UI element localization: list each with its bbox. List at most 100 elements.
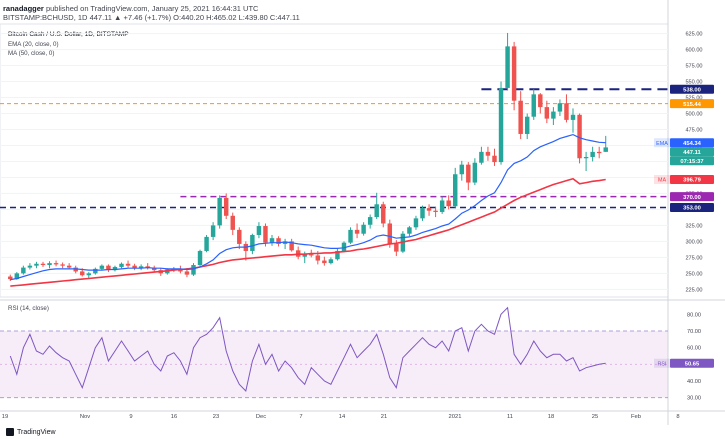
- candle-body: [466, 164, 471, 183]
- candle-body: [223, 197, 229, 216]
- candle-body: [354, 229, 360, 234]
- price-badge-label-bg: [670, 156, 714, 166]
- candle-body: [237, 229, 242, 244]
- price-tick-label: 250.00: [685, 271, 702, 277]
- candle-body: [531, 94, 536, 117]
- time-axis[interactable]: 19 Nov 9 16 23 Dec 7 14 21 2021 11 18 25 Feb 8: [2, 414, 680, 420]
- author-name[interactable]: ranadagger: [3, 4, 44, 13]
- ema-legend[interactable]: EMA (20, close, 0): [8, 41, 59, 48]
- candle-body: [459, 164, 464, 175]
- time-tick-label: 21: [381, 414, 387, 420]
- candle-body: [184, 271, 190, 275]
- candle-body: [348, 229, 353, 243]
- candle-body: [518, 100, 523, 134]
- candle-body: [557, 103, 563, 112]
- candle-body: [47, 263, 52, 266]
- candle-body: [132, 265, 137, 269]
- candle-body: [381, 204, 386, 224]
- candle-body: [60, 264, 65, 266]
- candle-body: [538, 94, 543, 108]
- footer: TradingView: [6, 428, 56, 436]
- level-price-label: 515.44: [683, 102, 702, 108]
- rsi-legend[interactable]: RSI (14, close): [8, 305, 49, 312]
- candle-body: [53, 263, 59, 265]
- candle-body: [309, 254, 314, 256]
- candle-body: [341, 242, 347, 251]
- candle-body: [335, 250, 340, 260]
- candle-body: [407, 227, 412, 234]
- footer-brand: TradingView: [17, 428, 56, 436]
- price-badge-label-bg: [670, 174, 714, 184]
- candle-body: [263, 226, 268, 243]
- price-tick-label: 275.00: [685, 255, 702, 261]
- price-badge-label: 396.79: [683, 178, 702, 184]
- candle-body: [276, 238, 281, 244]
- candle-body: [374, 204, 379, 218]
- rsi-tick-label: 40.00: [687, 379, 701, 385]
- rsi-tick-label: 60.00: [687, 346, 701, 352]
- price-badge-label-bg: [670, 138, 714, 148]
- price-tick-label: 225.00: [685, 287, 702, 293]
- candle-body: [197, 250, 203, 266]
- candle-body: [152, 267, 157, 271]
- candle-body: [387, 223, 393, 244]
- candle-body: [472, 162, 478, 183]
- time-tick-label: 16: [171, 414, 177, 420]
- candle-body: [583, 156, 589, 159]
- candle-body: [8, 276, 13, 280]
- rsi-tick-label: 30.00: [687, 396, 701, 402]
- time-tick-label: 19: [2, 414, 8, 420]
- candle-body: [433, 210, 438, 212]
- candle-body: [34, 263, 39, 266]
- candle-body: [439, 200, 445, 212]
- price-tick-label: 525.00: [685, 96, 702, 102]
- candle-body: [367, 217, 373, 225]
- candle-body: [256, 226, 262, 235]
- candle-body: [112, 266, 118, 271]
- candle-body: [446, 200, 451, 207]
- candle-body: [603, 147, 608, 152]
- candle-body: [328, 259, 334, 264]
- indicator-tag: MA: [658, 178, 666, 184]
- candle-body: [14, 273, 20, 280]
- candle-body: [282, 241, 288, 244]
- candle-body: [479, 151, 484, 163]
- price-pane-frame: [0, 23, 669, 298]
- indicator-tag: EMA: [656, 141, 668, 147]
- candle-body: [492, 155, 497, 163]
- support-resistance-lines: [0, 88, 668, 209]
- candle-body: [289, 241, 294, 251]
- candle-body: [106, 265, 111, 271]
- candle-body: [217, 197, 222, 226]
- rsi-tag-bg: [654, 358, 670, 368]
- candle-body: [426, 208, 432, 211]
- price-tick-label: 575.00: [685, 64, 702, 70]
- candle-body: [250, 234, 255, 251]
- candle-body: [230, 215, 235, 230]
- candle-body: [40, 263, 46, 266]
- candle-body: [420, 208, 425, 219]
- candle-body: [204, 236, 209, 251]
- ma-legend[interactable]: MA (50, close, 0): [8, 50, 55, 57]
- candle-body: [269, 238, 275, 243]
- time-tick-label: 8: [676, 414, 679, 420]
- rsi-tick-label: 70.00: [687, 329, 701, 335]
- chart-title: Bitcoin Cash / U.S. Dollar, 1D, BITSTAMP: [8, 31, 129, 38]
- candle-body: [570, 114, 576, 120]
- price-tick-label: 600.00: [685, 48, 702, 54]
- price-tick-label: 550.00: [685, 80, 702, 86]
- candles: [8, 32, 608, 282]
- candle-body: [145, 266, 150, 268]
- candle-body: [138, 266, 144, 269]
- symbol-label: BITSTAMP:BCHUSD, 1D: [3, 13, 88, 22]
- rsi-line: [9, 306, 606, 393]
- time-tick-label: 9: [129, 414, 132, 420]
- candle-body: [191, 265, 196, 275]
- candle-body: [505, 46, 510, 88]
- time-tick-label: 14: [339, 414, 346, 420]
- candle-body: [413, 218, 419, 228]
- level-price-label-bg: [670, 192, 714, 202]
- candle-body: [361, 224, 366, 234]
